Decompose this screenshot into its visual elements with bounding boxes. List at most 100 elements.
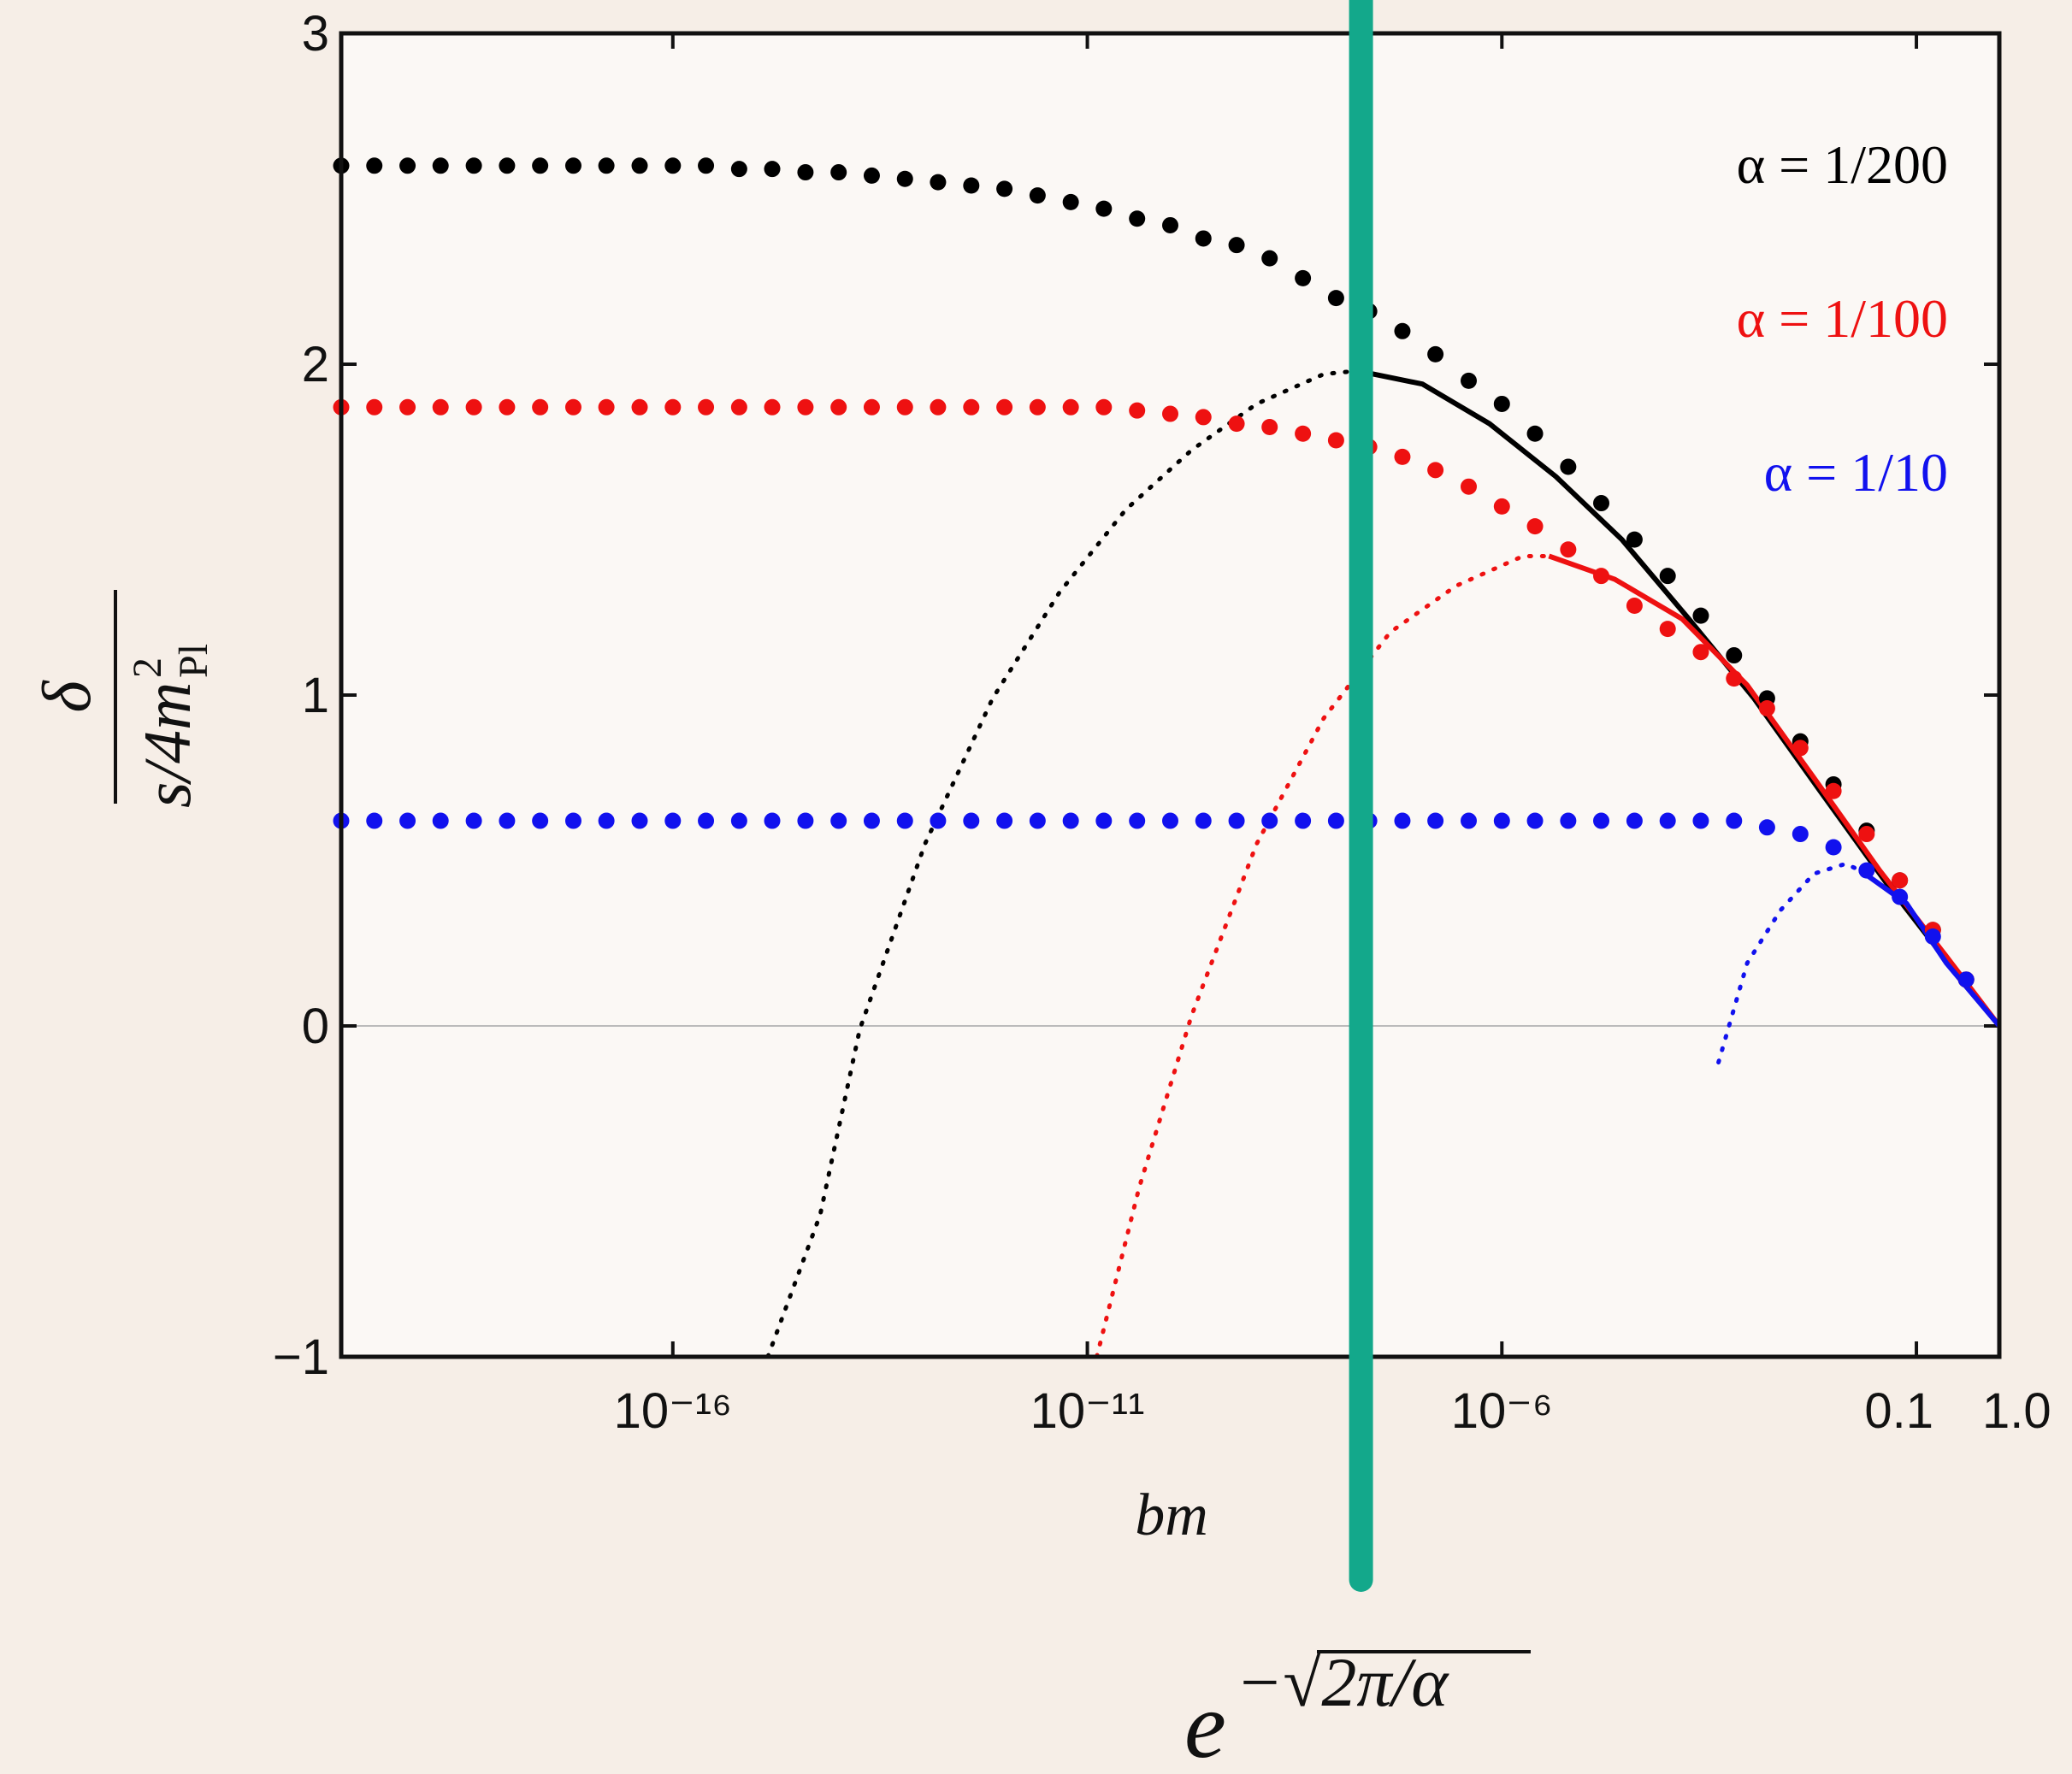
data-point [1261,812,1278,829]
data-point [1560,458,1577,475]
data-point [1394,448,1411,465]
dotted-curve [1095,553,1551,1357]
data-point [1493,395,1510,412]
data-point [1692,812,1709,829]
data-point [1129,402,1146,419]
data-point [1726,812,1743,829]
data-point [499,398,516,416]
data-point [1062,812,1079,829]
data-point [366,812,383,829]
data-point [1095,398,1113,416]
data-point [963,177,980,194]
y-label-denominator: s/4m [130,682,204,808]
plot-frame [339,31,2002,1359]
legend-entry: α = 1/200 [1737,134,1948,195]
y-tick-label: 0 [302,999,329,1054]
y-tick-label: −1 [273,1329,329,1385]
data-point [1957,971,1975,988]
data-point [1792,826,1809,843]
data-point [1758,699,1775,716]
data-point [1692,607,1709,624]
data-point [1659,812,1676,829]
data-point [1461,372,1478,389]
data-point [730,812,747,829]
data-point [1626,598,1643,615]
data-point [764,161,781,178]
y-label-sup: 2 [125,657,170,678]
data-point [1029,398,1046,416]
data-point [698,812,715,829]
data-point [631,398,648,416]
x-tick-label: 0.1 [1864,1383,1933,1439]
data-point [499,812,516,829]
data-point [996,812,1013,829]
data-point [1825,782,1842,799]
vertical-band [1349,0,1373,1592]
data-point [1228,237,1245,254]
data-point [432,812,449,829]
data-point [1295,269,1312,286]
x-tick-label: 10⁻⁶ [1451,1383,1553,1439]
data-point [1726,647,1743,664]
data-point [1129,210,1146,227]
data-point [598,812,615,829]
data-point [1858,826,1875,843]
data-point [1593,812,1610,829]
data-point [1162,405,1178,422]
data-point [996,398,1013,416]
data-point [366,398,383,416]
data-point [1560,541,1577,558]
data-point [564,812,581,829]
data-point [1593,568,1610,585]
data-point [1726,670,1743,687]
data-point [1261,419,1278,436]
data-point [1062,398,1079,416]
data-point [631,812,648,829]
data-point [664,398,682,416]
data-point [1394,322,1411,339]
data-point [1195,409,1212,426]
data-point [764,398,781,416]
data-point [1593,495,1610,512]
data-point [499,157,516,174]
y-tick-label: 2 [302,337,329,392]
y-tick-label: 1 [302,668,329,723]
data-point [1162,216,1178,233]
data-point [366,157,383,174]
data-point [863,167,880,184]
data-point [1493,812,1510,829]
data-point [1626,531,1643,548]
data-point [598,157,615,174]
data-point [1162,812,1178,829]
data-point [797,398,814,416]
dotted-curve [765,368,1360,1357]
data-point [1792,740,1809,757]
data-point [1924,928,1941,946]
data-point [1427,345,1444,362]
data-point [1195,812,1212,829]
data-point [698,398,715,416]
data-point [465,157,482,174]
data-point [1129,812,1146,829]
data-point [399,398,416,416]
data-point [564,157,581,174]
data-point [730,161,747,178]
data-point [1427,462,1444,479]
data-point [598,398,615,416]
data-point [730,398,747,416]
data-point [532,812,549,829]
data-point [863,398,880,416]
data-point [896,812,913,829]
data-point [631,157,648,174]
legend-entry: α = 1/100 [1737,288,1948,349]
data-point [564,398,581,416]
data-point [1228,812,1245,829]
data-point [1095,200,1113,217]
data-point [930,174,947,191]
data-point [930,812,947,829]
data-point [1195,230,1212,247]
y-label-sub: Pl [171,644,216,678]
data-point [830,812,847,829]
data-point [432,398,449,416]
